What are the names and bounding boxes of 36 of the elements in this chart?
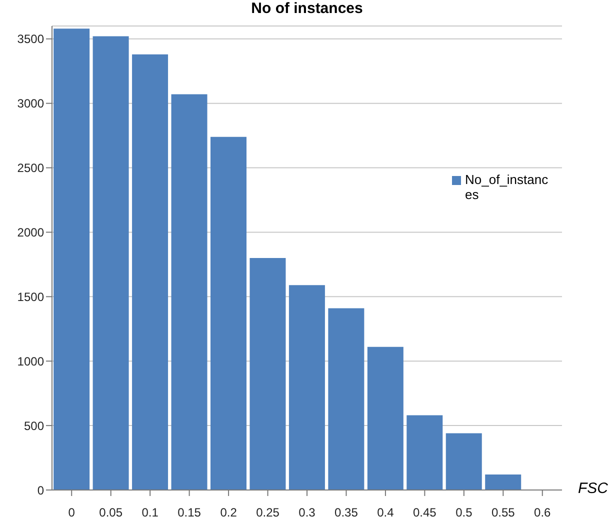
x-tick-label: 0.6 (534, 506, 552, 520)
legend-label: No_of_instances (465, 172, 550, 202)
bar (367, 346, 404, 490)
x-tick-label: 0.35 (334, 506, 358, 520)
bar (132, 54, 168, 490)
x-tick-label: 0.1 (142, 506, 159, 520)
x-tick-label: 0.55 (491, 506, 516, 520)
bar (446, 433, 482, 490)
x-tick-label: 0.2 (220, 506, 238, 520)
x-tick-label: 0.25 (256, 506, 280, 520)
x-tick-label: 0.3 (298, 506, 316, 520)
x-axis-title: FSC (578, 480, 608, 497)
y-tick-label: 3000 (17, 96, 44, 111)
x-tick-label: 0.45 (413, 506, 437, 520)
y-tick-label: 1000 (17, 354, 44, 368)
x-tick-label: 0 (68, 506, 76, 520)
y-tick-label: 0 (37, 483, 44, 498)
y-tick-label: 2500 (17, 161, 44, 176)
bar (288, 285, 325, 490)
y-tick-label: 500 (24, 418, 44, 433)
bar (54, 28, 90, 490)
x-tick-label: 0.4 (377, 506, 394, 520)
bar (92, 36, 129, 490)
y-tick-label: 1500 (17, 290, 44, 304)
y-tick-label: 3500 (17, 32, 44, 46)
y-tick-label: 2000 (17, 225, 44, 240)
x-tick-label: 0.15 (178, 506, 202, 520)
bar (328, 308, 364, 490)
chart-title: No of instances (250, 0, 364, 17)
bar (250, 258, 286, 490)
bar (406, 415, 443, 490)
bar (210, 136, 246, 490)
bar (171, 94, 208, 490)
x-tick-label: 0.05 (99, 506, 123, 520)
x-tick-label: 0.5 (456, 506, 473, 520)
bar (485, 474, 522, 490)
